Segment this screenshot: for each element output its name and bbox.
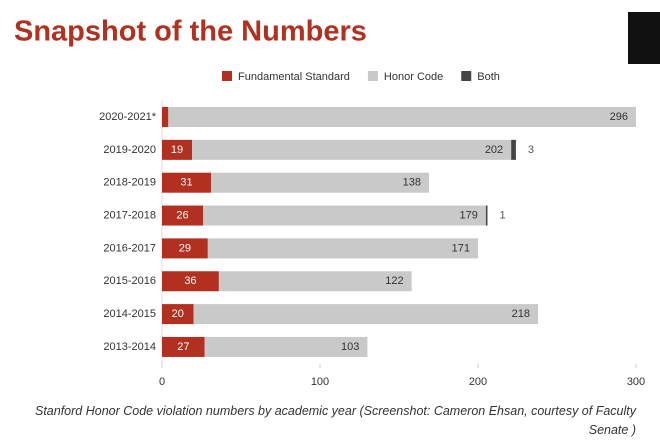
value-label: 218 bbox=[512, 308, 530, 320]
bar-segment bbox=[162, 304, 194, 325]
x-tick-label: 100 bbox=[311, 376, 329, 388]
bar-segment bbox=[193, 304, 539, 325]
value-label: 122 bbox=[385, 275, 403, 287]
bar-segment bbox=[511, 139, 516, 160]
chart-title: Snapshot of the Numbers bbox=[14, 16, 367, 48]
y-tick-label: 2017-2018 bbox=[103, 209, 156, 221]
bar-segment bbox=[203, 205, 486, 226]
corner-block bbox=[628, 12, 660, 64]
value-label: 27 bbox=[177, 341, 189, 353]
bar-segment bbox=[162, 205, 204, 226]
legend-label: Fundamental Standard bbox=[238, 71, 350, 83]
value-label: 202 bbox=[485, 144, 503, 156]
bar-segment bbox=[207, 238, 478, 259]
bar-segment bbox=[210, 172, 430, 193]
x-tick-label: 200 bbox=[469, 376, 487, 388]
value-label: 179 bbox=[460, 209, 478, 221]
caption: Stanford Honor Code violation numbers by… bbox=[35, 404, 636, 437]
bar-segment bbox=[162, 172, 211, 193]
value-label: 103 bbox=[341, 341, 359, 353]
y-tick-label: 2014-2015 bbox=[103, 308, 156, 320]
x-tick-label: 300 bbox=[627, 376, 645, 388]
y-tick-label: 2018-2019 bbox=[103, 177, 156, 189]
legend-label: Both bbox=[477, 71, 500, 83]
value-label: 3 bbox=[528, 144, 534, 156]
value-label: 296 bbox=[610, 111, 628, 123]
bar-segment bbox=[192, 139, 512, 160]
legend-label: Honor Code bbox=[384, 71, 443, 83]
bar-segment bbox=[162, 238, 208, 259]
legend-swatch bbox=[222, 71, 232, 81]
y-tick-label: 2015-2016 bbox=[103, 275, 156, 287]
bar-segment bbox=[162, 336, 205, 357]
chart: Snapshot of the Numbers 0 100 200 300 Fundam… bbox=[14, 12, 660, 388]
bar-segment bbox=[168, 107, 636, 127]
legend-swatch bbox=[461, 71, 472, 81]
value-label: 19 bbox=[171, 144, 183, 156]
y-tick-label: 2020-2021* bbox=[99, 111, 157, 123]
y-tick-label: 2016-2017 bbox=[103, 242, 156, 254]
value-label: 138 bbox=[403, 177, 421, 189]
bar-segment bbox=[218, 271, 412, 292]
value-label: 20 bbox=[172, 308, 184, 320]
value-label: 29 bbox=[179, 242, 191, 254]
value-label: 36 bbox=[184, 275, 196, 287]
bar-segment bbox=[204, 336, 368, 357]
legend-swatch bbox=[367, 71, 378, 81]
x-tick-label: 0 bbox=[159, 376, 165, 388]
bar-segment bbox=[162, 139, 193, 160]
bar-segment bbox=[162, 271, 219, 292]
value-label: 26 bbox=[176, 209, 188, 221]
bar-segment bbox=[162, 107, 169, 127]
value-label: 31 bbox=[180, 177, 192, 189]
bar-segment bbox=[485, 205, 488, 226]
value-label: 1 bbox=[499, 209, 505, 221]
y-tick-label: 2019-2020 bbox=[103, 144, 156, 156]
value-label: 171 bbox=[452, 242, 470, 254]
y-tick-label: 2013-2014 bbox=[103, 341, 156, 353]
